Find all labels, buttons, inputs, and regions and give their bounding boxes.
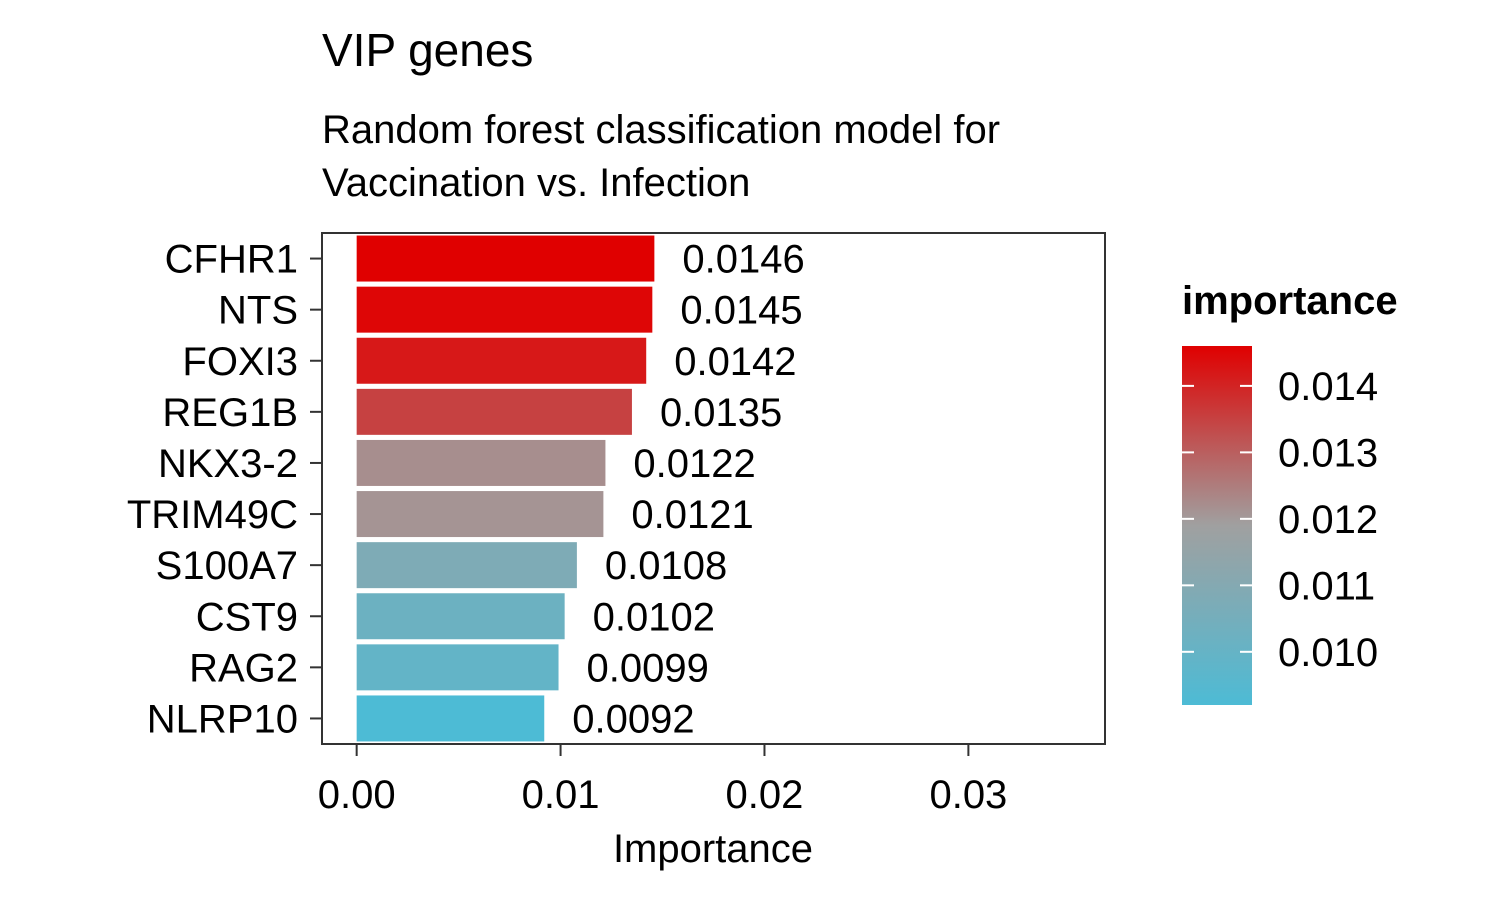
x-axis: 0.00 0.01 0.02 0.03	[318, 744, 1007, 817]
value-label-reg1b: 0.0135	[660, 391, 782, 435]
bar-trim49c	[356, 491, 604, 538]
bar-nts	[356, 286, 653, 333]
bar-nkx3-2	[356, 439, 606, 486]
y-tick-label-nts: NTS	[218, 289, 298, 333]
x-tick-label: 0.01	[522, 773, 600, 817]
y-tick-label-rag2: RAG2	[189, 646, 298, 690]
chart-subtitle-line-2: Vaccination vs. Infection	[322, 161, 750, 205]
chart-title: VIP genes	[322, 24, 533, 76]
bar-rag2	[356, 644, 559, 691]
value-label-trim49c: 0.0121	[631, 493, 753, 537]
legend-tick-label: 0.010	[1278, 631, 1378, 675]
y-axis: CFHR1 NTS FOXI3 REG1B NKX3-2 TRIM49C S100A7 CST…	[127, 238, 322, 741]
y-tick-label-s100a7: S100A7	[156, 544, 298, 588]
y-tick-label-cst9: CST9	[196, 595, 298, 639]
bar-s100a7	[356, 542, 577, 589]
value-label-s100a7: 0.0108	[605, 544, 727, 588]
y-tick-label-foxi3: FOXI3	[182, 340, 298, 384]
value-label-nts: 0.0145	[680, 289, 802, 333]
value-labels-layer: 0.0146 0.0145 0.0142 0.0135 0.0122 0.0121 0.01…	[572, 238, 804, 742]
y-tick-label-nkx3-2: NKX3-2	[158, 442, 298, 486]
bar-cfhr1	[356, 235, 655, 282]
legend-colorbar	[1182, 346, 1252, 705]
y-tick-label-cfhr1: CFHR1	[165, 238, 298, 282]
y-tick-label-nlrp10: NLRP10	[147, 697, 298, 741]
x-tick-label: 0.02	[726, 773, 804, 817]
legend-tick-label: 0.013	[1278, 431, 1378, 475]
bar-cst9	[356, 593, 565, 640]
legend-ticks: 0.010 0.011 0.012 0.013 0.014	[1182, 365, 1378, 675]
bar-foxi3	[356, 337, 647, 384]
x-tick-label: 0.03	[929, 773, 1007, 817]
x-axis-title: Importance	[613, 827, 813, 871]
y-tick-label-trim49c: TRIM49C	[127, 493, 298, 537]
value-label-rag2: 0.0099	[587, 646, 709, 690]
value-label-cfhr1: 0.0146	[682, 238, 804, 282]
legend-tick-label: 0.014	[1278, 365, 1378, 409]
value-label-nlrp10: 0.0092	[572, 697, 694, 741]
legend-tick-label: 0.011	[1278, 564, 1375, 608]
legend: importance 0.010 0.011 0.012 0.013 0.014	[1182, 279, 1398, 705]
y-tick-label-reg1b: REG1B	[162, 391, 298, 435]
legend-tick-label: 0.012	[1278, 498, 1378, 542]
value-label-cst9: 0.0102	[593, 595, 715, 639]
chart-subtitle-line-1: Random forest classification model for	[322, 108, 1000, 152]
plot-panel-border	[321, 232, 1106, 745]
bars-layer	[356, 235, 655, 742]
bar-nlrp10	[356, 695, 545, 742]
value-label-nkx3-2: 0.0122	[633, 442, 755, 486]
bar-reg1b	[356, 388, 632, 435]
value-label-foxi3: 0.0142	[674, 340, 796, 384]
x-tick-label: 0.00	[318, 773, 396, 817]
legend-title: importance	[1182, 279, 1398, 323]
